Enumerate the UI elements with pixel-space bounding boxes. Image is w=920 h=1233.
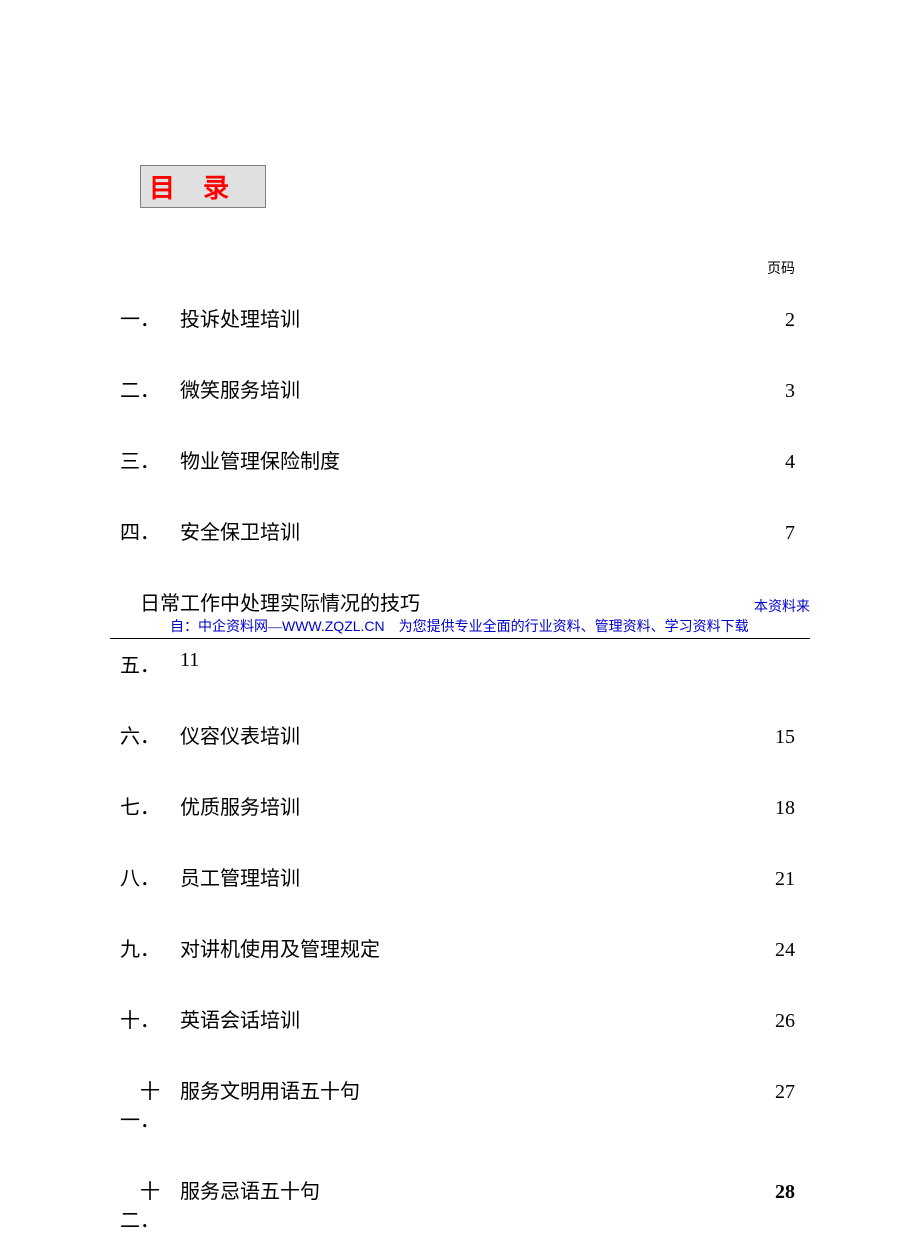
toc-number: 七． bbox=[110, 791, 170, 820]
toc-number: 四． bbox=[110, 516, 170, 545]
toc-row: 八． 员工管理培训 21 bbox=[110, 862, 810, 891]
toc-title: 优质服务培训 bbox=[170, 791, 760, 820]
toc-page: 2 bbox=[760, 309, 810, 332]
toc-number: 五． bbox=[110, 649, 170, 678]
title-box: 目录 bbox=[140, 165, 266, 208]
toc-row: 一． 投诉处理培训 2 bbox=[110, 303, 810, 332]
toc-title: 服务文明用语五十句 bbox=[170, 1075, 760, 1104]
toc-number: 十． bbox=[110, 1004, 170, 1033]
toc-page: 24 bbox=[760, 939, 810, 962]
toc-row: 三． 物业管理保险制度 4 bbox=[110, 445, 810, 474]
toc-title: 仪容仪表培训 bbox=[170, 720, 760, 749]
attribution-text-a: 自：中企资料网— bbox=[170, 620, 282, 635]
toc-title: 微笑服务培训 bbox=[170, 374, 760, 403]
toc-row: 四． 安全保卫培训 7 bbox=[110, 516, 810, 545]
toc-page: 7 bbox=[760, 522, 810, 545]
toc-row-bottom: 五． 11 bbox=[110, 649, 810, 678]
toc-number: 十一． bbox=[110, 1075, 170, 1133]
attribution-line: 自：中企资料网—WWW.ZQZL.CN 为您提供专业全面的行业资料、管理资料、学… bbox=[110, 616, 810, 639]
toc-number: 二． bbox=[110, 374, 170, 403]
toc-title: 员工管理培训 bbox=[170, 862, 760, 891]
toc-page: 18 bbox=[760, 797, 810, 820]
toc-page: 3 bbox=[760, 380, 810, 403]
toc-number: 一． bbox=[110, 303, 170, 332]
toc-row: 十． 英语会话培训 26 bbox=[110, 1004, 810, 1033]
toc-page: 4 bbox=[760, 451, 810, 474]
toc-header-row: 页码 bbox=[110, 258, 810, 278]
toc-row: 六． 仪容仪表培训 15 bbox=[110, 720, 810, 749]
document-page: 目录 页码 一． 投诉处理培训 2 二． 微笑服务培训 3 三． 物业管理保险制… bbox=[0, 0, 920, 1233]
toc-number: 九． bbox=[110, 933, 170, 962]
toc-row: 二． 微笑服务培训 3 bbox=[110, 374, 810, 403]
toc-page: 15 bbox=[760, 726, 810, 749]
attribution-url: WWW.ZQZL.CN bbox=[282, 618, 385, 634]
toc-page: 11 bbox=[170, 649, 199, 678]
toc-row: 十二． 服务忌语五十句 28 bbox=[110, 1175, 810, 1233]
toc-row-with-attribution: 日常工作中处理实际情况的技巧 本资料来 自：中企资料网—WWW.ZQZL.CN … bbox=[110, 587, 810, 678]
toc-page: 21 bbox=[760, 868, 810, 891]
toc-title: 对讲机使用及管理规定 bbox=[170, 933, 760, 962]
toc-row-top: 日常工作中处理实际情况的技巧 本资料来 bbox=[110, 587, 810, 616]
toc-number: 三． bbox=[110, 445, 170, 474]
attribution-text-b: 为您提供专业全面的行业资料、管理资料、学习资料下载 bbox=[385, 620, 749, 635]
toc-title: 服务忌语五十句 bbox=[170, 1175, 760, 1204]
toc-row: 十一． 服务文明用语五十句 27 bbox=[110, 1075, 810, 1133]
toc-title: 英语会话培训 bbox=[170, 1004, 760, 1033]
toc-page: 26 bbox=[760, 1010, 810, 1033]
toc-page: 28 bbox=[760, 1181, 810, 1204]
toc-page: 27 bbox=[760, 1081, 810, 1104]
toc-number: 六． bbox=[110, 720, 170, 749]
document-title: 目录 bbox=[149, 174, 257, 203]
toc-title: 投诉处理培训 bbox=[170, 303, 760, 332]
page-number-header: 页码 bbox=[767, 258, 795, 278]
toc-title: 日常工作中处理实际情况的技巧 bbox=[140, 587, 754, 616]
toc-title: 物业管理保险制度 bbox=[170, 445, 760, 474]
toc-title: 安全保卫培训 bbox=[170, 516, 760, 545]
attribution-prefix: 本资料来 bbox=[754, 596, 810, 616]
toc-number: 十二． bbox=[110, 1175, 170, 1233]
toc-number: 八． bbox=[110, 862, 170, 891]
toc-row: 七． 优质服务培训 18 bbox=[110, 791, 810, 820]
toc-row: 九． 对讲机使用及管理规定 24 bbox=[110, 933, 810, 962]
